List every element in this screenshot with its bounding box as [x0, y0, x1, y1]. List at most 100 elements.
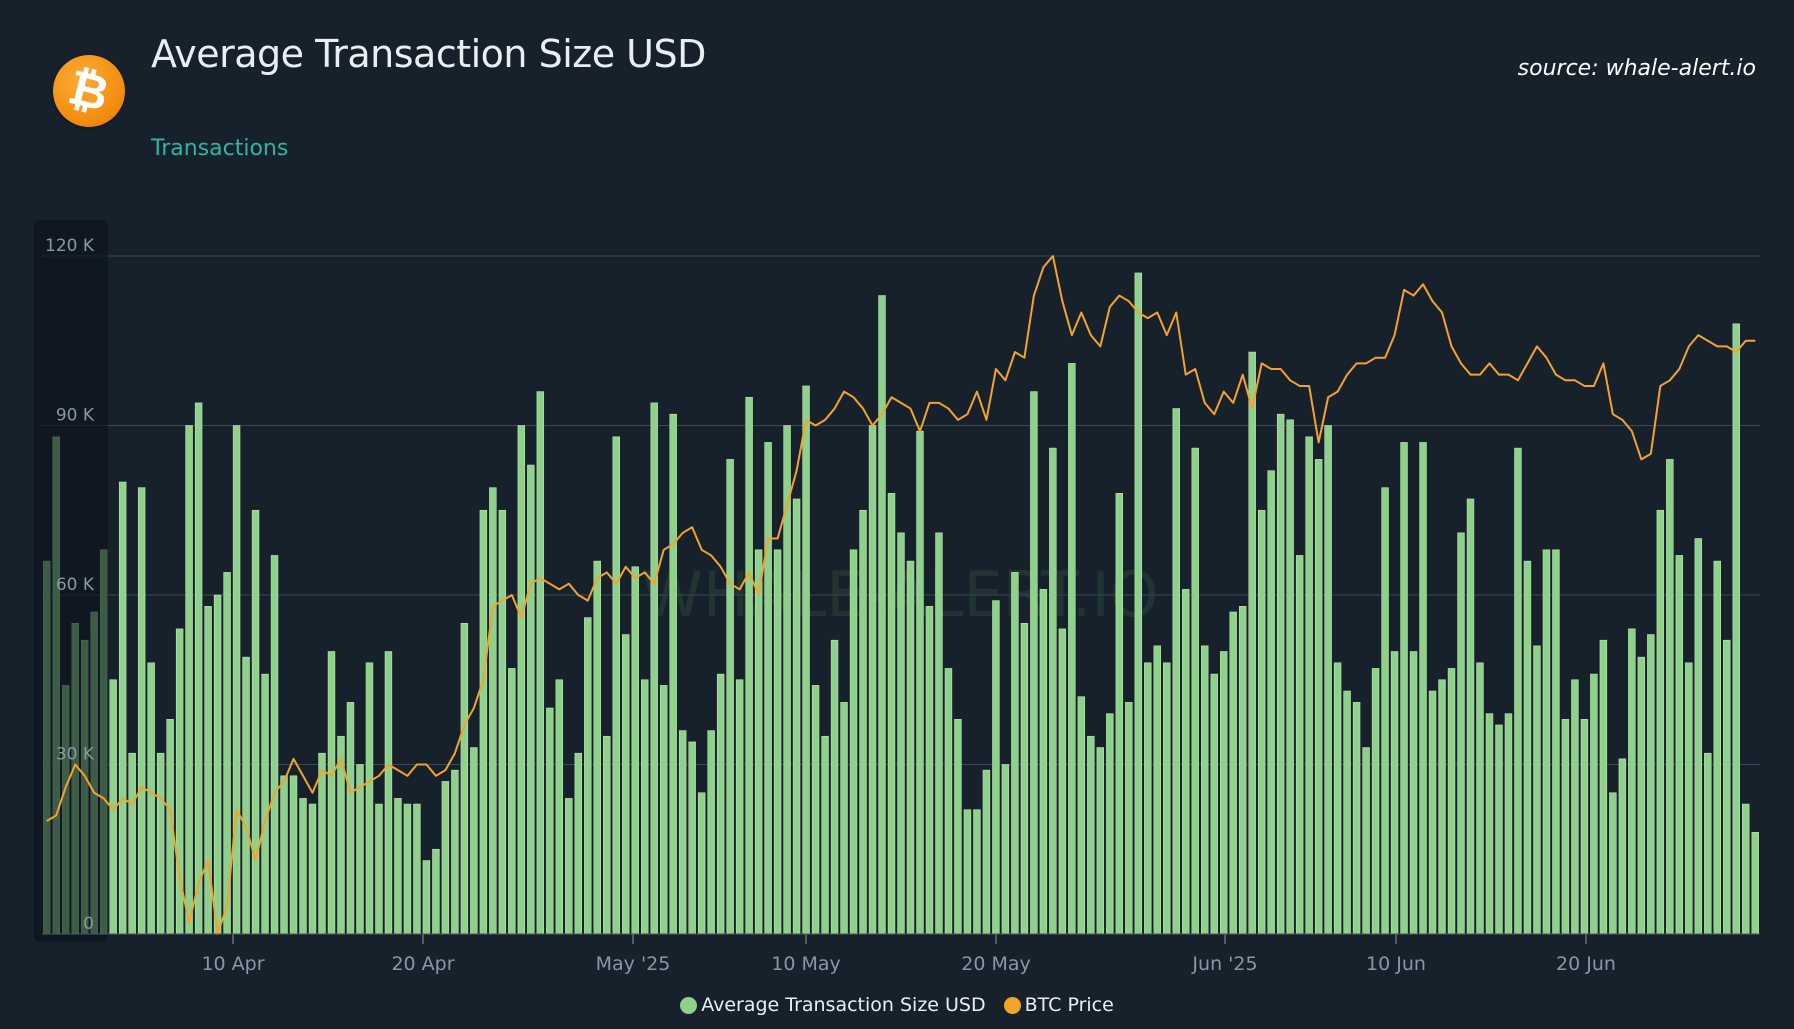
bar: [432, 848, 440, 935]
bar: [868, 425, 877, 935]
x-tick-label: 20 Apr: [391, 953, 454, 975]
btc-price-line: [46, 255, 1756, 935]
bar: [185, 425, 193, 935]
bar: [954, 718, 962, 935]
bar: [1400, 442, 1408, 935]
bar: [1182, 589, 1190, 935]
bar: [1134, 272, 1143, 935]
bar: [1609, 792, 1617, 935]
legend-swatch-avg-size: [680, 996, 698, 1014]
bar: [916, 430, 924, 935]
bar: [1125, 702, 1133, 935]
bar: [1257, 509, 1266, 935]
bar: [1409, 651, 1418, 935]
bar: [1561, 718, 1570, 935]
x-tick-label: Jun '25: [1191, 953, 1257, 975]
bar: [1191, 447, 1199, 935]
bar: [1011, 572, 1019, 935]
bar: [631, 566, 639, 935]
bar: [716, 673, 725, 935]
bar: [1552, 549, 1560, 935]
bar: [156, 752, 165, 935]
legend-label-avg-size: Average Transaction Size USD: [701, 994, 986, 1016]
source-label: source: whale-alert.io: [1517, 56, 1756, 81]
bar: [517, 425, 526, 935]
bar: [546, 707, 554, 935]
bar: [849, 549, 858, 935]
y-tick-label: 120 K: [45, 236, 95, 256]
bar: [1647, 634, 1655, 935]
bar: [982, 769, 991, 935]
bar: [346, 702, 355, 935]
bar: [1533, 645, 1541, 935]
bar: [1419, 442, 1427, 935]
bar: [270, 555, 279, 935]
bar: [887, 492, 896, 935]
bar: [1542, 549, 1551, 935]
bar: [773, 549, 782, 935]
bar: [1295, 555, 1304, 935]
bar: [1618, 758, 1627, 935]
x-tick-label: 10 May: [771, 953, 841, 975]
legend-item-avg-size[interactable]: Average Transaction Size USD: [680, 994, 986, 1016]
bar: [878, 295, 886, 935]
bar: [1742, 803, 1750, 935]
chart-legend: Average Transaction Size USD BTC Price: [0, 994, 1794, 1016]
y-tick-label: 90 K: [56, 406, 95, 426]
bar: [612, 436, 620, 935]
bar: [375, 803, 383, 935]
bar: [840, 702, 848, 935]
bar: [1685, 662, 1693, 935]
bar: [384, 651, 393, 935]
bar: [574, 752, 582, 935]
bar: [489, 487, 497, 935]
x-tick-label: May '25: [596, 953, 671, 975]
bar: [1466, 498, 1475, 935]
bar: [1077, 696, 1086, 935]
bar: [1457, 532, 1465, 935]
bar: [242, 656, 250, 935]
bar: [403, 803, 412, 935]
chart-subtitle[interactable]: Transactions: [151, 136, 289, 161]
bar: [128, 752, 136, 935]
bar: [213, 594, 222, 935]
bar: [1096, 747, 1105, 935]
bar: [1248, 351, 1256, 935]
bar: [622, 634, 630, 935]
bar: [1732, 323, 1740, 935]
bar: [1371, 668, 1380, 935]
legend-item-btc-price[interactable]: BTC Price: [1003, 994, 1114, 1016]
bar: [935, 532, 943, 935]
bar: [669, 413, 677, 935]
bar: [1039, 589, 1048, 935]
bar: [754, 549, 763, 935]
y-tick-label: 0: [83, 914, 94, 934]
bar: [906, 560, 915, 935]
bar: [251, 509, 260, 935]
bar: [735, 679, 744, 935]
bar: [1504, 713, 1513, 935]
bar: [593, 560, 601, 935]
bar: [1666, 459, 1674, 935]
bar: [289, 775, 298, 935]
bar: [555, 679, 564, 935]
bar: [308, 803, 317, 935]
bar: [1068, 363, 1076, 935]
bar: [830, 639, 839, 935]
bar: [1153, 645, 1161, 935]
bar: [1723, 639, 1731, 935]
bar: [1220, 651, 1228, 935]
bar: [707, 730, 715, 935]
bar: [147, 662, 155, 935]
bar: [365, 662, 374, 935]
bar: [1362, 747, 1370, 935]
x-tick-label: 20 May: [961, 953, 1031, 975]
bar: [973, 809, 981, 935]
bar: [1210, 673, 1218, 935]
bar: [527, 464, 535, 935]
bar: [1324, 425, 1332, 935]
bar: [470, 747, 478, 935]
bar: [137, 487, 146, 935]
bar: [1229, 611, 1237, 935]
